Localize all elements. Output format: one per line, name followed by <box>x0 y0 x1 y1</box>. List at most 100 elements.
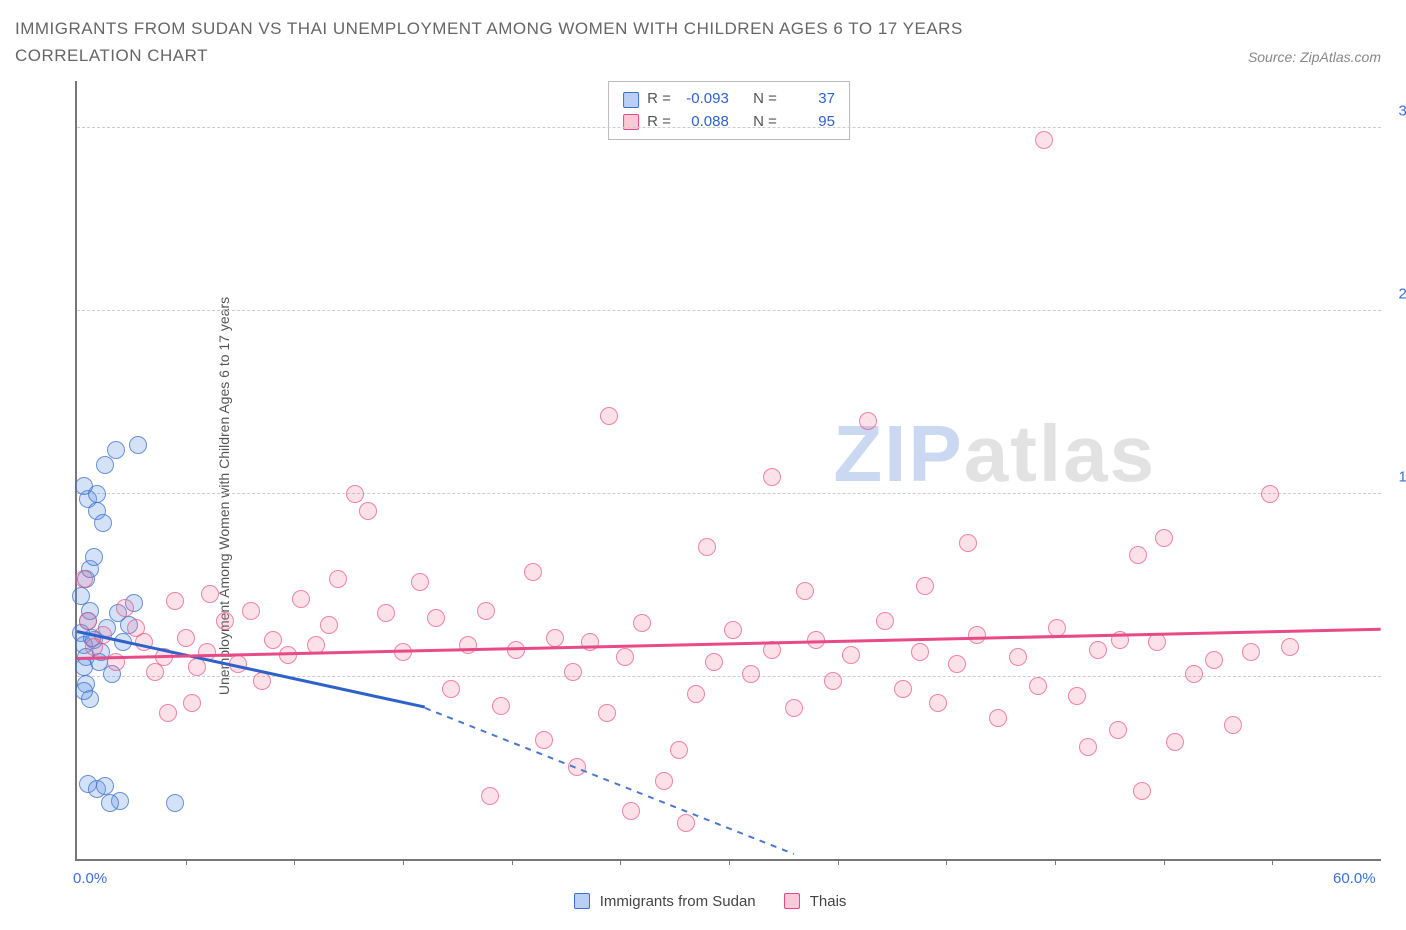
data-point <box>959 534 977 552</box>
data-point <box>346 485 364 503</box>
data-point <box>359 502 377 520</box>
data-point <box>477 602 495 620</box>
trend-line <box>77 630 425 708</box>
data-point <box>1009 648 1027 666</box>
data-point <box>546 629 564 647</box>
x-tick <box>838 859 839 865</box>
data-point <box>88 485 106 503</box>
x-tick <box>729 859 730 865</box>
data-point <box>1155 529 1173 547</box>
data-point <box>1029 677 1047 695</box>
data-point <box>1166 733 1184 751</box>
data-point <box>989 709 1007 727</box>
data-point <box>1148 633 1166 651</box>
data-point <box>1242 643 1260 661</box>
data-point <box>763 468 781 486</box>
data-point <box>677 814 695 832</box>
data-point <box>216 612 234 630</box>
data-point <box>785 699 803 717</box>
data-point <box>724 621 742 639</box>
data-point <box>655 772 673 790</box>
data-point <box>442 680 460 698</box>
data-point <box>842 646 860 664</box>
data-point <box>948 655 966 673</box>
data-point <box>94 514 112 532</box>
data-point <box>1205 651 1223 669</box>
data-point <box>581 633 599 651</box>
data-point <box>698 538 716 556</box>
data-point <box>116 599 134 617</box>
data-point <box>329 570 347 588</box>
data-point <box>377 604 395 622</box>
scatter-plot: ZIPatlas R = -0.093 N = 37 R = 0.088 N =… <box>75 81 1381 861</box>
data-point <box>742 665 760 683</box>
y-tick-label: 15.0% <box>1398 468 1406 485</box>
data-point <box>459 636 477 654</box>
data-point <box>96 777 114 795</box>
data-point <box>929 694 947 712</box>
data-point <box>75 682 93 700</box>
data-point <box>1079 738 1097 756</box>
data-point <box>481 787 499 805</box>
x-tick <box>186 859 187 865</box>
data-point <box>916 577 934 595</box>
data-point <box>1068 687 1086 705</box>
data-point <box>968 626 986 644</box>
data-point <box>633 614 651 632</box>
data-point <box>96 456 114 474</box>
gridline <box>77 310 1381 311</box>
data-point <box>79 612 97 630</box>
data-point <box>1109 721 1127 739</box>
data-point <box>183 694 201 712</box>
data-point <box>320 616 338 634</box>
data-point <box>796 582 814 600</box>
data-point <box>242 602 260 620</box>
trend-line <box>424 707 794 855</box>
x-tick <box>1272 859 1273 865</box>
data-point <box>564 663 582 681</box>
data-point <box>188 658 206 676</box>
x-tick <box>294 859 295 865</box>
data-point <box>1261 485 1279 503</box>
data-point <box>600 407 618 425</box>
swatch-icon <box>623 92 639 108</box>
data-point <box>411 573 429 591</box>
chart-title: IMMIGRANTS FROM SUDAN VS THAI UNEMPLOYME… <box>15 15 1065 69</box>
data-point <box>616 648 634 666</box>
data-point <box>159 704 177 722</box>
x-tick <box>1164 859 1165 865</box>
x-tick <box>946 859 947 865</box>
chart-container: Unemployment Among Women with Children A… <box>15 81 1381 910</box>
data-point <box>1035 131 1053 149</box>
x-tick <box>1055 859 1056 865</box>
x-tick-label: 0.0% <box>73 870 107 887</box>
data-point <box>427 609 445 627</box>
swatch-icon <box>574 893 590 909</box>
data-point <box>166 794 184 812</box>
data-point <box>72 587 90 605</box>
gridline <box>77 127 1381 128</box>
data-point <box>166 592 184 610</box>
data-point <box>177 629 195 647</box>
data-point <box>264 631 282 649</box>
legend-label-thai: Thais <box>810 893 847 910</box>
correlation-row-sudan: R = -0.093 N = 37 <box>623 88 835 111</box>
correlation-box: R = -0.093 N = 37 R = 0.088 N = 95 <box>608 81 850 140</box>
data-point <box>85 548 103 566</box>
data-point <box>824 672 842 690</box>
x-tick <box>620 859 621 865</box>
data-point <box>859 412 877 430</box>
y-tick-label: 30.0% <box>1398 103 1406 120</box>
x-tick <box>403 859 404 865</box>
data-point <box>911 643 929 661</box>
data-point <box>876 612 894 630</box>
x-tick <box>512 859 513 865</box>
data-point <box>1281 638 1299 656</box>
correlation-row-thai: R = 0.088 N = 95 <box>623 111 835 134</box>
data-point <box>292 590 310 608</box>
data-point <box>1129 546 1147 564</box>
gridline <box>77 493 1381 494</box>
legend: Immigrants from Sudan Thais <box>15 893 1381 910</box>
data-point <box>253 672 271 690</box>
data-point <box>1133 782 1151 800</box>
